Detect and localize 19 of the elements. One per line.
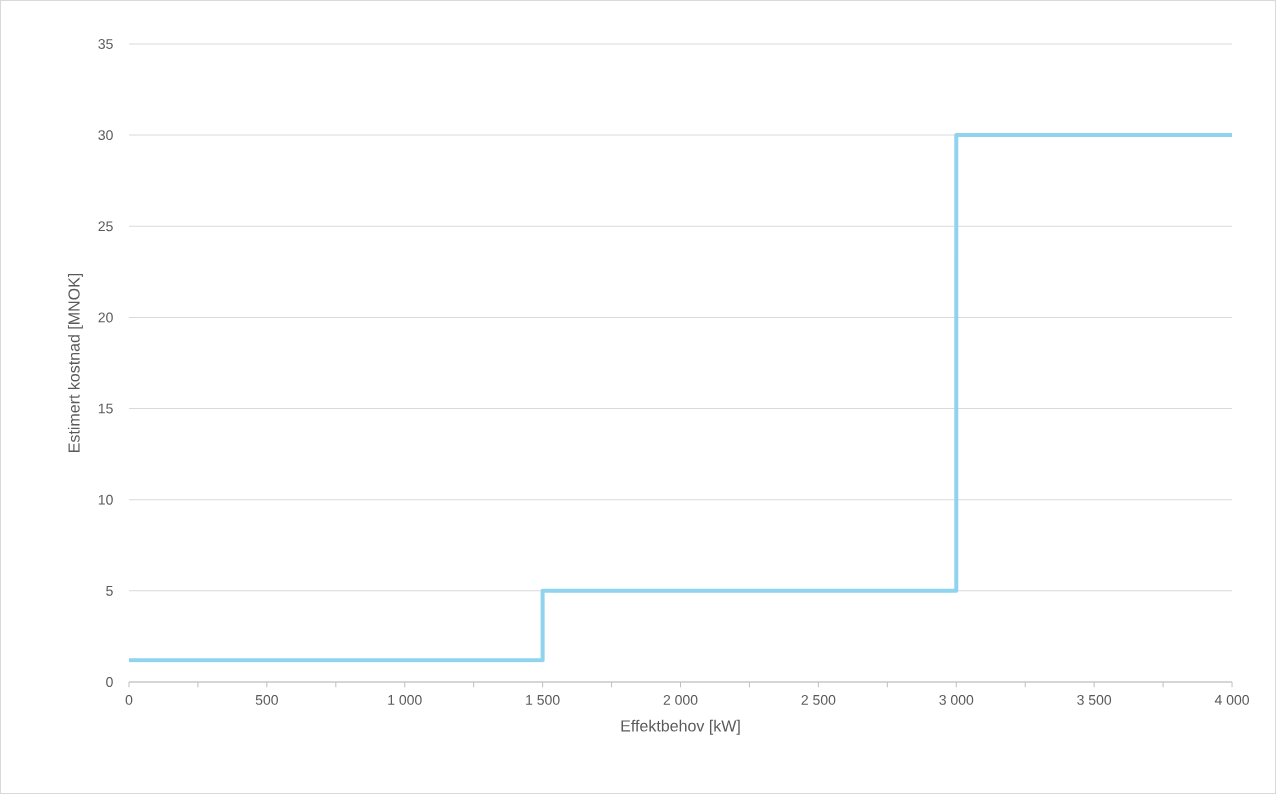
y-tick-label: 30	[98, 130, 113, 141]
y-tick-label: 5	[106, 585, 113, 596]
x-tick-label: 4 000	[1214, 694, 1249, 705]
x-tick-label: 3 000	[939, 694, 974, 705]
y-axis-title: Estimert kostnad [MNOK]	[67, 273, 83, 452]
x-tick-label: 1 500	[526, 694, 560, 705]
x-tick-label: 3 500	[1077, 694, 1112, 705]
x-tick-label: 2 000	[663, 694, 698, 705]
y-tick-label: 20	[98, 312, 113, 323]
y-tick-label: 25	[98, 221, 113, 232]
y-tick-label: 35	[98, 39, 113, 49]
y-tick-label: 10	[98, 494, 113, 505]
y-tick-label: 15	[98, 403, 113, 414]
x-tick-label: 1 000	[388, 694, 422, 705]
x-tick-label: 2 500	[801, 694, 836, 705]
x-tick-label: 500	[255, 694, 278, 705]
x-axis-title: Effektbehov [kW]	[621, 719, 740, 735]
x-tick-label: 0	[125, 694, 133, 705]
y-tick-label: 0	[106, 677, 113, 687]
